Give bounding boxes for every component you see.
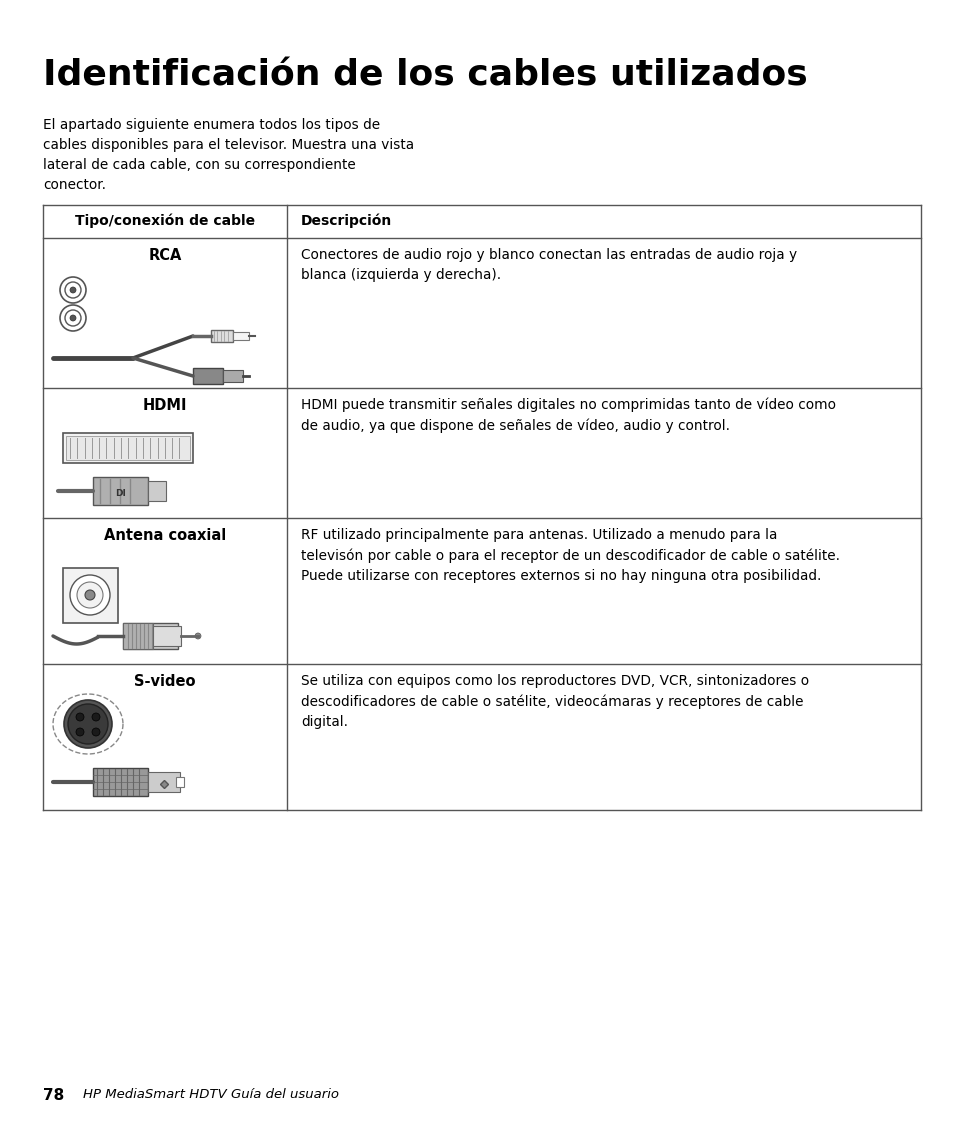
Text: 78: 78 <box>43 1088 64 1103</box>
Bar <box>148 772 180 792</box>
Text: Tipo/conexión de cable: Tipo/conexión de cable <box>75 214 254 228</box>
Bar <box>63 433 193 463</box>
Bar <box>193 368 223 384</box>
Text: RCA: RCA <box>149 248 181 263</box>
Circle shape <box>64 700 112 748</box>
Circle shape <box>60 305 86 331</box>
Bar <box>211 330 233 343</box>
Bar <box>92 477 148 505</box>
Text: Antena coaxial: Antena coaxial <box>104 528 226 544</box>
Bar <box>175 777 184 787</box>
Text: Se utiliza con equipos como los reproductores DVD, VCR, sintonizadores o
descodi: Se utiliza con equipos como los reproduc… <box>301 674 808 729</box>
Circle shape <box>60 277 86 303</box>
Bar <box>123 623 178 649</box>
Text: Descripción: Descripción <box>301 214 392 228</box>
Text: HDMI: HDMI <box>143 398 187 413</box>
Circle shape <box>70 575 110 615</box>
Text: RF utilizado principalmente para antenas. Utilizado a menudo para la
televisón p: RF utilizado principalmente para antenas… <box>301 528 840 583</box>
Bar <box>233 332 249 340</box>
Text: DI: DI <box>115 489 127 497</box>
Bar <box>66 436 190 460</box>
Circle shape <box>91 728 100 736</box>
Text: Conectores de audio rojo y blanco conectan las entradas de audio roja y
blanca (: Conectores de audio rojo y blanco conect… <box>301 248 797 282</box>
Circle shape <box>70 287 76 293</box>
Circle shape <box>70 314 76 321</box>
Circle shape <box>85 590 95 600</box>
Bar <box>123 623 152 649</box>
Circle shape <box>65 310 81 326</box>
Bar <box>223 369 243 382</box>
Text: El apartado siguiente enumera todos los tipos de
cables disponibles para el tele: El apartado siguiente enumera todos los … <box>43 118 414 192</box>
Text: S-video: S-video <box>134 674 195 690</box>
Circle shape <box>76 713 84 721</box>
Bar <box>63 568 118 623</box>
Circle shape <box>194 633 201 639</box>
Text: HP MediaSmart HDTV Guía del usuario: HP MediaSmart HDTV Guía del usuario <box>83 1088 338 1101</box>
Circle shape <box>91 713 100 721</box>
Circle shape <box>76 728 84 736</box>
Text: HDMI puede transmitir señales digitales no comprimidas tanto de vídeo como
de au: HDMI puede transmitir señales digitales … <box>301 398 835 433</box>
Bar <box>148 481 166 501</box>
Bar <box>92 768 148 796</box>
Text: Identificación de los cables utilizados: Identificación de los cables utilizados <box>43 58 807 92</box>
Bar <box>152 626 181 646</box>
Circle shape <box>65 282 81 298</box>
Circle shape <box>68 704 108 745</box>
Circle shape <box>77 582 103 608</box>
